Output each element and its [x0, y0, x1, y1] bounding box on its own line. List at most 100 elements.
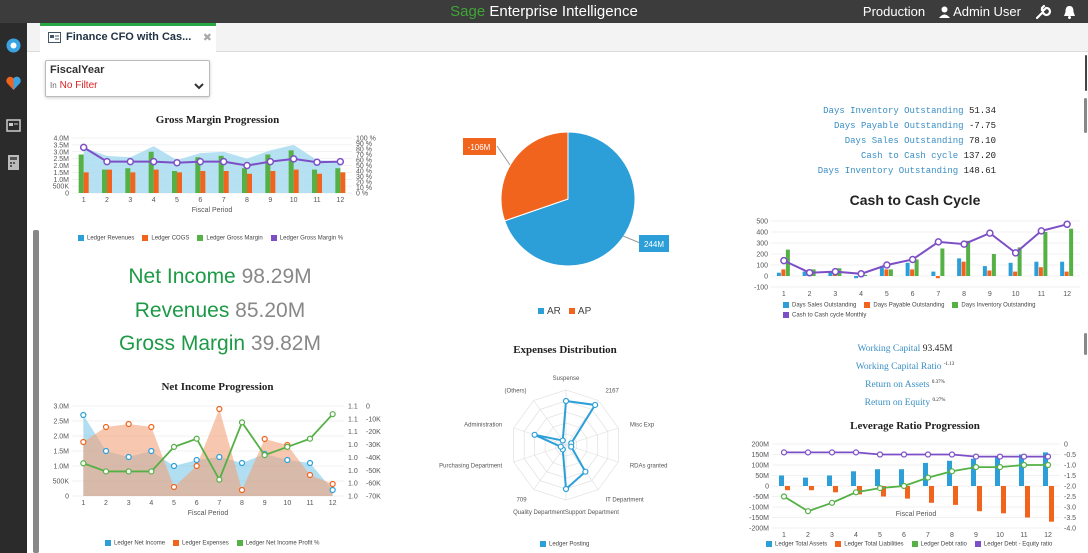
- y2-tick-label: 1.1: [348, 429, 358, 436]
- legend-swatch: [766, 541, 772, 547]
- wrench-icon[interactable]: [1035, 4, 1052, 19]
- legend-item[interactable]: Days Inventory Outstanding: [952, 302, 1035, 309]
- legend-item[interactable]: Ledger Net Income Profit %: [236, 540, 319, 547]
- debt-equity-point: [1020, 453, 1028, 460]
- debt-ratio-point: [996, 464, 1004, 471]
- gross-margin-pct-point: [196, 157, 205, 166]
- legend-item[interactable]: Ledger Total Liabilities: [835, 541, 904, 548]
- legend-item[interactable]: Days Sales Outstanding: [783, 302, 856, 309]
- ratio-label: Return on Equity: [864, 398, 933, 409]
- legend-label: Ledger Net Income: [114, 540, 166, 547]
- y3-tick-label: -30K: [366, 442, 381, 449]
- y2-tick-label: -1.0: [1064, 463, 1076, 470]
- metrics-scrollbar[interactable]: [1084, 98, 1087, 133]
- legend-item[interactable]: Ledger Gross Margin: [197, 235, 263, 242]
- total-liabilities-bar: [905, 486, 910, 499]
- debt-ratio-point: [876, 485, 884, 492]
- logo-icon[interactable]: [5, 37, 22, 54]
- debt-equity-point: [996, 453, 1004, 460]
- radar-point: [591, 401, 599, 409]
- heart-icon[interactable]: [5, 75, 22, 92]
- calculator-icon[interactable]: [5, 154, 22, 171]
- legend-item[interactable]: AR: [538, 306, 561, 317]
- left-scrollbar[interactable]: [33, 230, 39, 553]
- net-income-point: [329, 486, 336, 494]
- y2-tick-label: 60 %: [356, 158, 372, 165]
- metric-value: 78.10: [968, 136, 996, 146]
- y2-tick-label: 100 %: [356, 136, 376, 143]
- legend-item[interactable]: Ledger Expenses: [173, 540, 229, 547]
- environment-label[interactable]: Production: [862, 4, 926, 19]
- radar-axis-label: Misc Exp: [630, 422, 655, 428]
- kpi-label: Gross Margin: [119, 332, 246, 355]
- legend-item[interactable]: Ledger Debt ratio: [911, 541, 967, 548]
- metric-row: Days Inventory Outstanding 51.34: [760, 104, 996, 119]
- cogs-bar: [317, 173, 322, 193]
- leverage-legend: Ledger Total Assets Ledger Total Liabilit…: [766, 541, 1052, 548]
- metric-label: Cash to Cash cycle: [860, 151, 959, 161]
- legend-item[interactable]: Ledger Revenues: [78, 235, 134, 242]
- page-scrollbar[interactable]: [1085, 55, 1087, 91]
- y2-tick-label: -0.5: [1064, 452, 1076, 459]
- leverage-title: Leverage Ratio Progression: [850, 420, 980, 432]
- total-liabilities-bar: [833, 486, 838, 493]
- radar-point: [531, 431, 538, 438]
- gross-margin-pct-point: [126, 157, 135, 166]
- debt-ratio-point: [948, 468, 956, 475]
- total-liabilities-bar: [977, 486, 982, 512]
- cogs-bar: [153, 169, 159, 193]
- gross-margin-bar: [78, 154, 84, 193]
- total-liabilities-bar: [857, 486, 862, 495]
- fiscal-year-filter[interactable]: FiscalYear In No Filter: [45, 60, 210, 97]
- y2-tick-label: 1.1: [348, 416, 358, 423]
- y2-tick-label: 20 %: [356, 180, 372, 187]
- radar-axis-label: (Others): [505, 389, 527, 395]
- legend-swatch: [568, 308, 575, 315]
- debt-ratio-point: [924, 474, 932, 481]
- legend-item[interactable]: Ledger Debt - Equity ratio: [974, 541, 1052, 548]
- ratio-row: Return on Assets 0.37%: [830, 375, 980, 393]
- y-tick-label: 2.0M: [53, 163, 69, 170]
- y2-tick-label: -1.5: [1064, 473, 1076, 480]
- bell-icon[interactable]: [1063, 5, 1076, 19]
- net-income-point: [170, 462, 178, 470]
- chevron-down-icon[interactable]: [194, 83, 204, 90]
- kpi-revenues: Revenues 85.20M: [60, 299, 380, 323]
- legend-item[interactable]: Days Payable Outstanding: [864, 302, 944, 309]
- expenses-point: [170, 483, 178, 491]
- x-tick-label: 5: [878, 532, 882, 539]
- legend-item[interactable]: Cash to Cash cycle Monthly: [783, 311, 866, 318]
- tab-bar: Finance CFO with Cas... ✖: [27, 23, 1088, 52]
- legend-item[interactable]: Ledger COGS: [142, 235, 189, 242]
- cogs-bar: [177, 172, 182, 193]
- debt-equity-point: [948, 451, 956, 458]
- net-income-title: Net Income Progression: [161, 381, 274, 393]
- radar-axis-label: 2167: [605, 389, 619, 395]
- net-income-point: [238, 459, 246, 467]
- legend-item[interactable]: Ledger Net Income: [105, 540, 165, 547]
- dashboard-icon[interactable]: [5, 117, 22, 134]
- user-menu[interactable]: Admin User: [939, 4, 1021, 19]
- net-income-legend: Ledger Net Income Ledger Expenses Ledger N…: [105, 540, 319, 547]
- legend-label: Ledger COGS: [151, 235, 190, 242]
- x-tick-label: 1: [82, 197, 86, 204]
- legend-item[interactable]: Ledger Total Assets: [766, 541, 827, 548]
- tab-finance-cfo[interactable]: Finance CFO with Cas... ✖: [40, 23, 216, 52]
- x-tick-label: 8: [240, 500, 244, 507]
- x-tick-label: 5: [175, 197, 179, 204]
- tab-close-icon[interactable]: ✖: [202, 32, 212, 44]
- total-assets-bar: [1043, 452, 1048, 486]
- gross-margin-bar: [265, 154, 271, 193]
- cash-cycle-line: [783, 223, 1068, 275]
- cash-cycle-bar: [1034, 261, 1039, 276]
- ratios-scrollbar[interactable]: [1084, 333, 1087, 355]
- legend-item[interactable]: Ledger Posting: [540, 541, 589, 548]
- gross-margin-pct-line: [83, 146, 341, 167]
- cash-cycle-bar: [888, 269, 893, 276]
- cash-cycle-point: [1011, 249, 1020, 257]
- legend-item[interactable]: AP: [568, 306, 591, 317]
- total-liabilities-bar: [929, 486, 934, 503]
- legend-item[interactable]: Ledger Gross Margin %: [270, 235, 343, 242]
- legend-swatch: [538, 308, 544, 315]
- filter-value: No Filter: [59, 80, 98, 91]
